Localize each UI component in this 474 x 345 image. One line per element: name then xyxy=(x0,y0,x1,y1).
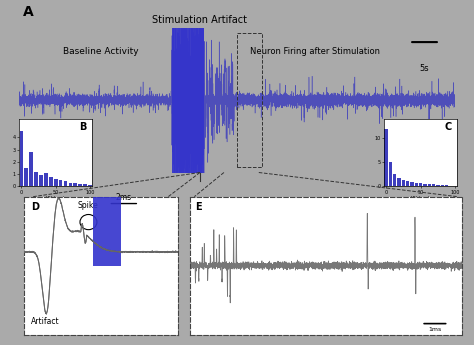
Bar xyxy=(19,131,23,186)
Bar xyxy=(397,178,401,186)
Text: Baseline Activity: Baseline Activity xyxy=(63,47,138,56)
Text: Artifact: Artifact xyxy=(31,317,60,326)
Bar xyxy=(419,184,422,186)
Bar xyxy=(441,185,444,186)
Bar xyxy=(384,129,388,186)
Bar xyxy=(445,185,448,186)
Text: B: B xyxy=(79,122,87,132)
Bar xyxy=(237,33,263,167)
Text: Stimulation Artifact: Stimulation Artifact xyxy=(153,15,247,25)
Bar xyxy=(428,184,431,186)
Text: Neuron Firing after Stimulation: Neuron Firing after Stimulation xyxy=(250,47,381,56)
Text: C: C xyxy=(444,122,452,132)
Bar xyxy=(49,177,53,186)
Bar xyxy=(393,174,396,186)
Text: 1ms: 1ms xyxy=(428,327,441,332)
Bar xyxy=(423,184,427,186)
X-axis label: ISI (ms): ISI (ms) xyxy=(411,196,430,201)
Bar xyxy=(39,175,43,186)
Bar xyxy=(172,28,204,172)
Bar xyxy=(389,162,392,186)
Bar xyxy=(88,185,92,186)
Bar xyxy=(73,183,77,186)
Bar xyxy=(406,181,410,186)
Bar xyxy=(78,184,82,186)
Bar xyxy=(29,152,33,186)
Text: D: D xyxy=(31,202,39,212)
Bar xyxy=(83,185,87,186)
Text: 5s: 5s xyxy=(419,64,429,73)
Text: Spike: Spike xyxy=(78,201,99,210)
Bar xyxy=(64,181,67,186)
Bar xyxy=(432,184,435,186)
Bar xyxy=(93,197,121,266)
Bar xyxy=(69,183,72,186)
Bar xyxy=(54,179,57,186)
Bar xyxy=(410,182,414,186)
Bar xyxy=(415,183,418,186)
Bar xyxy=(34,171,38,186)
Text: E: E xyxy=(195,202,201,212)
X-axis label: ISI (ms): ISI (ms) xyxy=(46,196,65,201)
Bar xyxy=(402,179,405,186)
Bar xyxy=(59,180,63,186)
Bar xyxy=(437,185,439,186)
Bar xyxy=(44,173,48,186)
Text: 2ms: 2ms xyxy=(116,193,132,202)
Text: A: A xyxy=(23,5,34,19)
Bar xyxy=(25,168,28,186)
